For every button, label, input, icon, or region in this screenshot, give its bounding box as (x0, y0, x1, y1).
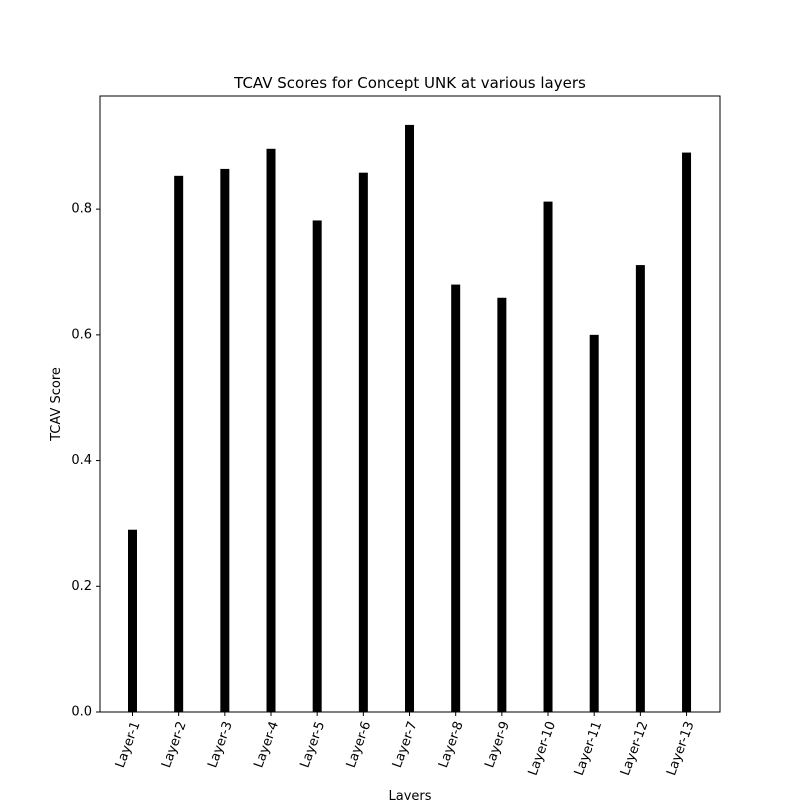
chart-title: TCAV Scores for Concept UNK at various l… (233, 74, 586, 92)
x-axis-label: Layers (388, 789, 431, 800)
bar-layer-4 (266, 148, 276, 713)
bar-layer-1 (128, 529, 137, 712)
bar-layer-10 (543, 201, 553, 712)
bar-layer-8 (451, 284, 461, 712)
bar-layer-9 (497, 297, 507, 712)
y-tick-label: 0.8 (71, 202, 92, 217)
y-tick-label: 0.6 (71, 327, 92, 342)
bars-group (128, 124, 692, 713)
y-axis: 0.0 0.2 0.4 0.6 0.8 (71, 202, 100, 720)
bar-layer-11 (589, 334, 599, 712)
plot-frame (99, 95, 721, 713)
y-tick-label: 0.2 (71, 579, 92, 594)
bar-layer-6 (358, 172, 368, 712)
bar-layer-2 (174, 175, 184, 713)
bar-layer-12 (635, 265, 645, 712)
y-axis-label: TCAV Score (49, 367, 64, 442)
bar-layer-3 (220, 168, 230, 712)
y-tick-label: 0.0 (71, 705, 92, 720)
bar-layer-7 (405, 124, 415, 712)
bar-layer-5 (312, 220, 322, 712)
y-tick-label: 0.4 (71, 453, 92, 468)
bar-layer-13 (682, 152, 692, 713)
